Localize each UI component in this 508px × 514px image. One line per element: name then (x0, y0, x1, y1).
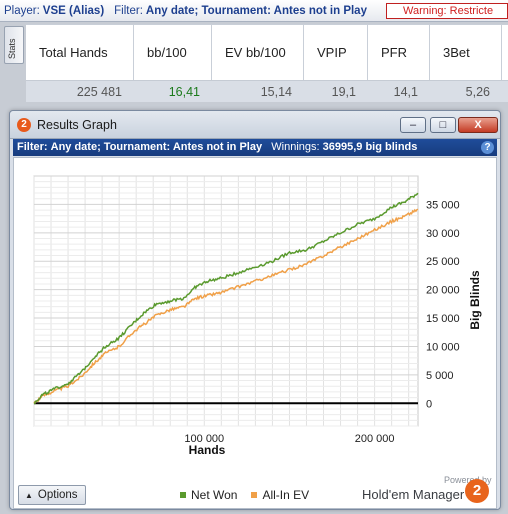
y-tick-label: 35 000 (426, 199, 460, 211)
header-pfr[interactable]: PFR (368, 25, 430, 80)
options-label: Options (37, 489, 78, 501)
close-button[interactable]: X (458, 117, 498, 133)
player-label: Player: (4, 4, 40, 17)
player-value[interactable]: VSE (Alias) (42, 4, 105, 17)
cell-bb100: 16,41 (168, 84, 200, 99)
results-graph-window: 2 Results Graph – □ X Filter: Any date; … (9, 110, 501, 510)
graph-filter-label: Filter: (17, 141, 48, 153)
options-button[interactable]: ▲ Options (18, 485, 86, 505)
y-tick-label: 10 000 (426, 341, 460, 353)
header-3bet[interactable]: 3Bet (430, 25, 502, 80)
stats-tab-label: Stats (7, 38, 17, 59)
legend-swatch-all-in-ev (251, 492, 258, 498)
filter-bar: Player: VSE (Alias) Filter: Any date; To… (0, 0, 508, 22)
help-icon[interactable]: ? (481, 141, 494, 154)
cell-vpip: 19,1 (331, 84, 356, 99)
y-tick-labels: 0 5 000 10 000 15 000 20 000 25 000 30 000 35 0… (426, 199, 460, 410)
chart-panel: 0 5 000 10 000 15 000 20 000 25 000 30 000 35 0… (13, 157, 497, 509)
y-tick-label: 5 000 (426, 370, 454, 382)
cell-3bet: 5,26 (465, 84, 490, 99)
app-logo-icon: 2 (17, 118, 31, 132)
window-titlebar[interactable]: 2 Results Graph – □ X (10, 111, 500, 139)
graph-filter-value: Any date; Tournament: Antes not in Play (50, 141, 263, 153)
minimize-button[interactable]: – (400, 117, 426, 133)
legend-item-all-in-ev: All-In EV (251, 488, 309, 502)
x-tick-label: 200 000 (355, 433, 395, 445)
caret-up-icon: ▲ (25, 491, 33, 500)
stats-tab[interactable]: Stats (4, 26, 24, 64)
winnings-label: Winnings: (271, 141, 320, 153)
x-tick-labels: 100 000 200 000 (184, 433, 394, 445)
restriction-warning[interactable]: Warning: Restricte (386, 3, 508, 19)
y-tick-label: 20 000 (426, 285, 460, 297)
stats-table-header: Total Hands bb/100 EV bb/100 VPIP PFR 3B… (26, 24, 508, 80)
chart-legend: Net Won All-In EV (180, 488, 309, 502)
winnings-value: 36995,9 big blinds (322, 141, 418, 153)
header-total-hands[interactable]: Total Hands (26, 25, 134, 80)
y-tick-label: 25 000 (426, 256, 460, 268)
y-tick-label: 0 (426, 398, 432, 410)
graph-filter-bar: Filter: Any date; Tournament: Antes not … (13, 139, 497, 156)
legend-net-label: Net Won (191, 488, 238, 502)
series-line-all-in-ev (33, 208, 419, 404)
results-chart: 0 5 000 10 000 15 000 20 000 25 000 30 000 35 0… (33, 175, 482, 457)
y-tick-label: 30 000 (426, 228, 460, 240)
x-tick-label: 100 000 (184, 433, 224, 445)
header-vpip[interactable]: VPIP (304, 25, 368, 80)
header-bb100[interactable]: bb/100 (134, 25, 212, 80)
window-title: Results Graph (37, 118, 117, 132)
legend-item-net-won: Net Won (180, 488, 237, 502)
legend-swatch-net-won (180, 492, 186, 498)
grid (33, 175, 418, 427)
x-axis-label: Hands (189, 443, 226, 457)
series-line-net-won (33, 192, 419, 405)
powered-by-text: Powered by (444, 475, 492, 485)
filter-value[interactable]: Any date; Tournament: Antes not in Play (145, 4, 367, 17)
filter-label: Filter: (114, 4, 143, 17)
table-row[interactable]: 225 481 16,41 15,14 19,1 14,1 5,26 (26, 80, 508, 102)
cell-total-hands: 225 481 (76, 84, 122, 99)
y-tick-label: 15 000 (426, 313, 460, 325)
brand-logo-icon: 2 (465, 479, 489, 503)
maximize-button[interactable]: □ (430, 117, 456, 133)
y-axis-label: Big Blinds (468, 270, 482, 330)
cell-pfr: 14,1 (393, 84, 418, 99)
header-ev-bb100[interactable]: EV bb/100 (212, 25, 304, 80)
legend-ev-label: All-In EV (262, 488, 310, 502)
cell-ev-bb100: 15,14 (260, 84, 292, 99)
brand-name: Hold'em Manager (362, 487, 465, 502)
